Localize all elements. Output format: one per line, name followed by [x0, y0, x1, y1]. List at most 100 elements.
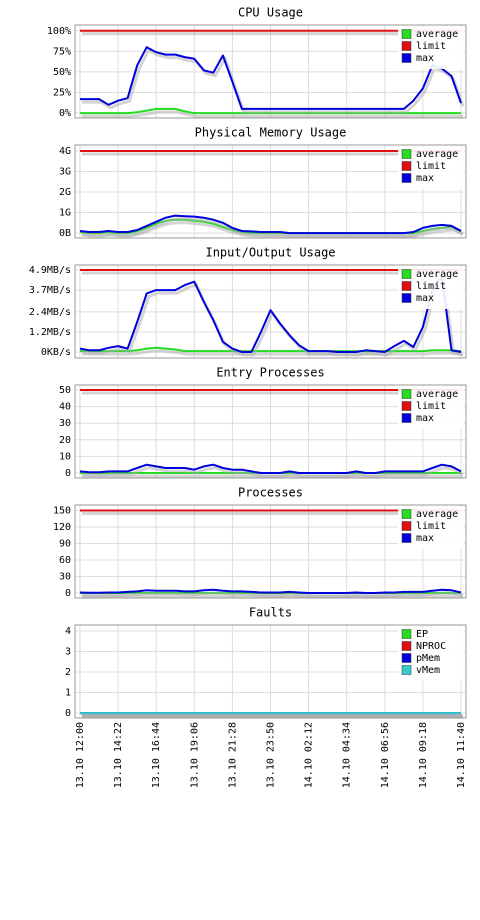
y-tick-label: 3G	[59, 166, 71, 177]
plot-border	[74, 264, 467, 359]
y-tick-label: 0	[65, 708, 71, 719]
y-tick-label: 50	[59, 385, 71, 396]
legend-swatch	[401, 269, 412, 279]
legend-label: limit	[416, 281, 446, 292]
y-tick-label: 10	[59, 451, 71, 462]
y-tick-label: 1G	[59, 208, 71, 219]
y-tick-label: 1.2MB/s	[29, 327, 71, 338]
legend-swatch	[401, 641, 412, 651]
y-tick-label: 4.9MB/s	[29, 265, 71, 276]
y-tick-label: 20	[59, 435, 71, 446]
y-tick-label: 2G	[59, 187, 71, 198]
y-tick-label: 30	[59, 572, 71, 583]
legend-label: limit	[416, 521, 446, 532]
y-tick-label: 0KB/s	[41, 347, 71, 358]
legend-swatch	[401, 413, 412, 423]
y-tick-label: 25%	[53, 87, 71, 98]
y-tick-label: 2.4MB/s	[29, 307, 71, 318]
y-tick-label: 50%	[53, 67, 71, 78]
legend-label: limit	[416, 401, 446, 412]
chart-title: Physical Memory Usage	[195, 126, 347, 140]
plot-border	[74, 504, 467, 599]
chart-title: Input/Output Usage	[205, 246, 335, 260]
legend-swatch	[401, 149, 412, 159]
legend-swatch	[401, 509, 412, 519]
y-tick-label: 4G	[59, 146, 71, 157]
chart-title: Faults	[249, 606, 292, 620]
legend-swatch	[401, 629, 412, 639]
y-tick-label: 150	[53, 506, 71, 517]
legend-swatch	[401, 53, 412, 63]
y-tick-label: 3	[65, 646, 71, 657]
legend-label: vMem	[416, 665, 440, 676]
chart-title: CPU Usage	[238, 6, 303, 20]
y-tick-label: 100%	[47, 26, 71, 37]
legend-label: average	[416, 149, 458, 160]
legend-label: limit	[416, 161, 446, 172]
legend-label: max	[416, 173, 434, 184]
legend-swatch	[401, 401, 412, 411]
legend-label: average	[416, 269, 458, 280]
legend-label: max	[416, 293, 434, 304]
x-tick-label: 14.10 11:40	[456, 722, 467, 788]
series-line	[79, 463, 462, 474]
series-line	[79, 214, 462, 235]
legend-swatch	[401, 665, 412, 675]
legend-label: max	[416, 533, 434, 544]
y-tick-label: 0	[65, 588, 71, 599]
y-tick-label: 0	[65, 468, 71, 479]
plot-border	[74, 624, 467, 719]
legend-label: average	[416, 389, 458, 400]
y-tick-label: 3.7MB/s	[29, 285, 71, 296]
x-tick-label: 14.10 09:18	[418, 722, 429, 788]
y-tick-label: 0%	[59, 108, 71, 119]
plot-border	[74, 144, 467, 239]
legend-swatch	[401, 29, 412, 39]
legend-swatch	[401, 173, 412, 183]
x-tick-label: 13.10 14:22	[113, 722, 124, 788]
legend-swatch	[401, 41, 412, 51]
x-tick-label: 14.10 04:34	[342, 722, 353, 788]
y-tick-label: 120	[53, 522, 71, 533]
legend-swatch	[401, 161, 412, 171]
y-tick-label: 1	[65, 688, 71, 699]
legend-label: limit	[416, 41, 446, 52]
x-tick-label: 13.10 21:28	[227, 722, 238, 788]
legend-label: average	[416, 29, 458, 40]
y-tick-label: 75%	[53, 46, 71, 57]
legend-label: max	[416, 413, 434, 424]
legend-label: NPROC	[416, 641, 446, 652]
x-tick-label: 13.10 16:44	[151, 722, 162, 788]
line-shadow	[82, 349, 464, 356]
y-tick-label: 90	[59, 539, 71, 550]
y-tick-label: 40	[59, 402, 71, 413]
y-tick-label: 4	[65, 626, 71, 637]
line-shadow	[81, 217, 464, 238]
series-line	[79, 275, 462, 353]
legend-swatch	[401, 653, 412, 663]
legend-label: EP	[416, 629, 428, 640]
legend-label: max	[416, 53, 434, 64]
y-tick-label: 60	[59, 555, 71, 566]
series-line	[80, 346, 462, 353]
line-shadow	[82, 110, 463, 118]
chart-title: Entry Processes	[216, 366, 324, 380]
y-tick-label: 0B	[59, 228, 71, 239]
line-shadow	[81, 466, 464, 478]
legend-swatch	[401, 281, 412, 291]
legend-swatch	[401, 293, 412, 303]
x-tick-label: 13.10 23:50	[266, 722, 277, 788]
y-tick-label: 30	[59, 418, 71, 429]
plot-border	[74, 24, 467, 119]
x-tick-label: 14.10 02:12	[304, 722, 315, 788]
legend-label: average	[416, 509, 458, 520]
series-line	[79, 588, 462, 594]
line-shadow	[82, 48, 465, 114]
x-tick-label: 13.10 19:06	[189, 722, 200, 788]
legend-swatch	[401, 533, 412, 543]
plot-border	[74, 384, 467, 479]
legend-swatch	[401, 521, 412, 531]
x-tick-label: 13.10 12:00	[75, 722, 86, 788]
legend-label: pMem	[416, 653, 440, 664]
